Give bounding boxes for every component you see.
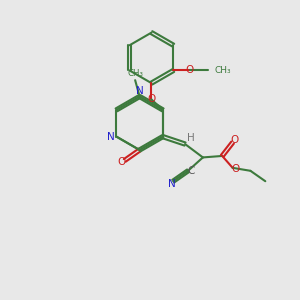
Text: N: N [107,132,115,142]
Text: O: O [147,94,156,104]
Text: N: N [136,86,143,96]
Text: CH₃: CH₃ [127,69,143,78]
Text: O: O [230,135,238,145]
Text: O: O [186,65,194,76]
Text: C: C [187,166,195,176]
Text: O: O [117,157,125,167]
Text: O: O [232,164,240,174]
Text: CH₃: CH₃ [215,66,232,75]
Text: H: H [187,133,194,142]
Text: N: N [168,179,176,189]
